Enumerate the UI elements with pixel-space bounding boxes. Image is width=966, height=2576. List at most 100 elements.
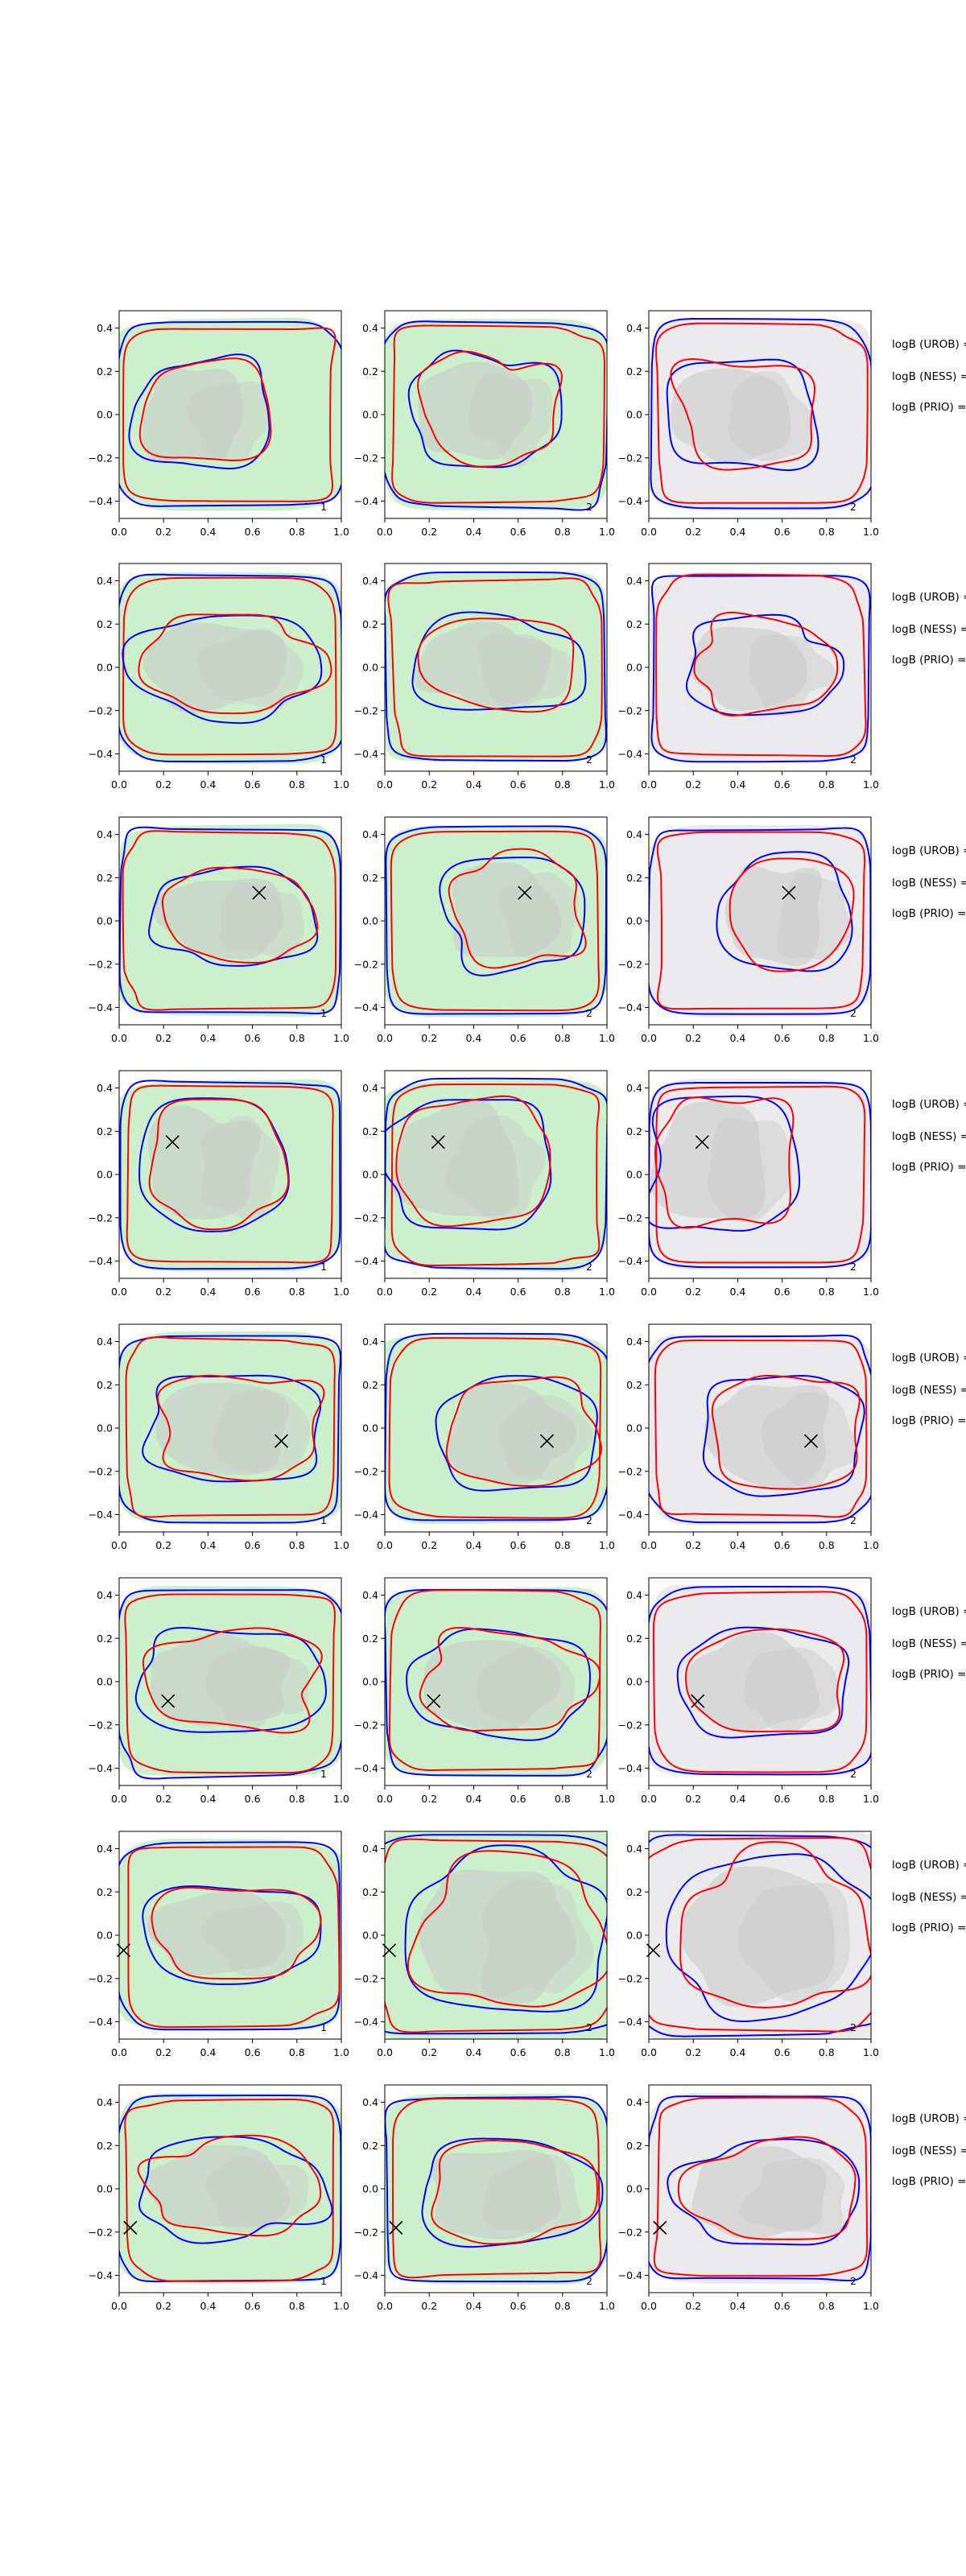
x-marker (653, 2220, 667, 2235)
blue-outer-contour (649, 827, 871, 1015)
x-tick-label: 0.2 (421, 1793, 437, 1805)
y-tick-label: 0.2 (362, 1886, 378, 1898)
panel-r6-c1: 0.0 0.2 0.4 0.6 0.8 1.0 0.4 0.2 0.0 −0.2 −0.4 1 (89, 1577, 349, 1805)
row-8-bayes-labels: logB (UROB) = logB (NESS) = logB (PRIO) = (892, 2112, 966, 2188)
x-tick-label: 0.2 (685, 1286, 701, 1298)
x-tick-label: 0.8 (289, 1539, 305, 1551)
red-outer-contour (127, 1846, 341, 2029)
red-outer-contour (388, 1589, 601, 1772)
red-inner-contour (711, 1374, 861, 1490)
y-tick-label: 0.4 (362, 828, 378, 840)
x-tick-label: 0.0 (641, 1539, 657, 1551)
y-tick-label: 0.4 (97, 575, 113, 587)
panel-corner-label: 2 (850, 501, 857, 513)
x-tick-label: 1.0 (333, 526, 349, 538)
y-tick-label: −0.4 (618, 495, 642, 507)
blue-inner-contour (148, 865, 319, 967)
blue-outer-contour (385, 320, 607, 511)
density-blob (737, 1882, 850, 2003)
y-tick-label: 0.2 (97, 1379, 113, 1391)
y-tick-label: 0.4 (97, 2096, 113, 2108)
density-blob (691, 2146, 827, 2240)
density-blob (671, 368, 791, 464)
red-inner-contour (138, 613, 332, 715)
panel-r7-c3: 0.0 0.2 0.4 0.6 0.8 1.0 0.4 0.2 0.0 −0.2 −0.4 2 (618, 1831, 879, 2058)
x-tick-label: 0.2 (685, 1793, 701, 1805)
x-tick-label: 0.6 (245, 1286, 261, 1298)
bayes-factor-label: logB (UROB) = (892, 591, 966, 604)
x-marker (782, 886, 796, 900)
y-tick-label: 0.2 (626, 1633, 642, 1645)
x-marker (539, 1434, 555, 1448)
density-blob (142, 622, 287, 714)
x-tick-label: 0.2 (421, 1539, 437, 1551)
y-tick-label: −0.2 (89, 1719, 113, 1731)
y-tick-label: −0.4 (354, 495, 378, 507)
x-marker (695, 1135, 709, 1150)
y-tick-label: 0.4 (626, 1589, 642, 1601)
blue-inner-contour (411, 611, 587, 711)
x-tick-label: 0.0 (377, 778, 393, 791)
x-tick-label: 0.2 (155, 2046, 171, 2058)
red-inner-contour (693, 611, 839, 716)
y-tick-label: −0.2 (89, 1465, 113, 1477)
x-tick-label: 0.0 (377, 1032, 393, 1044)
blue-inner-contour (122, 614, 323, 724)
blue-outer-contour (650, 575, 871, 763)
x-tick-label: 0.4 (200, 526, 216, 538)
x-marker (165, 1135, 180, 1150)
x-tick-label: 0.2 (685, 778, 701, 791)
y-tick-label: 0.2 (626, 618, 642, 630)
y-tick-label: 0.2 (97, 2140, 113, 2152)
panel-r6-c3: 0.0 0.2 0.4 0.6 0.8 1.0 0.4 0.2 0.0 −0.2 −0.4 2 (618, 1577, 879, 1805)
panel-r6-c2: 0.0 0.2 0.4 0.6 0.8 1.0 0.4 0.2 0.0 −0.2 −0.4 2 (354, 1577, 615, 1805)
blue-outer-contour (119, 320, 341, 507)
y-tick-label: 0.0 (626, 1930, 642, 1942)
density-blob (392, 1100, 520, 1217)
blue-inner-contour (716, 851, 853, 972)
y-tick-label: −0.4 (618, 748, 642, 760)
panel-r8-c3: 0.0 0.2 0.4 0.6 0.8 1.0 0.4 0.2 0.0 −0.2 −0.4 2 (618, 2084, 879, 2312)
y-tick-label: −0.2 (354, 1465, 378, 1477)
blue-outer-contour (385, 825, 607, 1015)
bayes-factor-label: logB (UROB) = (892, 2112, 966, 2125)
x-tick-label: 0.0 (641, 778, 657, 791)
x-tick-label: 0.6 (245, 1793, 261, 1805)
x-tick-label: 0.0 (111, 1539, 127, 1551)
red-outer-contour (654, 1339, 868, 1518)
y-tick-label: −0.4 (618, 1762, 642, 1774)
red-inner-contour (729, 857, 855, 972)
bayes-factor-label: logB (NESS) = (892, 1130, 966, 1143)
red-outer-contour (649, 1837, 871, 2033)
x-tick-label: 0.4 (200, 2300, 216, 2312)
density-blob (452, 862, 562, 957)
blue-inner-contour (702, 1374, 865, 1497)
density-blob (423, 1640, 561, 1732)
blue-inner-contour (676, 1626, 850, 1739)
y-tick-label: 0.4 (626, 1843, 642, 1855)
x-tick-label: 0.6 (510, 778, 526, 791)
x-tick-label: 0.4 (200, 1286, 216, 1298)
y-tick-label: 0.0 (97, 1422, 113, 1435)
x-tick-label: 0.2 (421, 1032, 437, 1044)
y-tick-label: 0.0 (97, 1930, 113, 1942)
x-tick-label: 1.0 (333, 1539, 349, 1551)
x-tick-label: 0.2 (685, 1539, 701, 1551)
panel-corner-label: 1 (320, 501, 327, 513)
x-tick-label: 0.4 (200, 1032, 216, 1044)
x-tick-label: 0.4 (465, 1793, 481, 1805)
blue-outer-contour (119, 1841, 341, 2031)
x-tick-label: 0.0 (641, 1793, 657, 1805)
bayes-factor-label: logB (UROB) = (892, 1098, 966, 1111)
y-tick-label: 0.2 (626, 365, 642, 378)
density-blob (708, 1118, 792, 1223)
blue-outer-contour (385, 1332, 607, 1521)
red-outer-contour (656, 831, 866, 1010)
y-tick-label: 0.0 (97, 1676, 113, 1688)
x-marker (123, 2220, 138, 2235)
density-blob (201, 1901, 304, 1977)
x-tick-label: 0.4 (465, 526, 481, 538)
density-blob (142, 366, 244, 462)
red-outer-contour (385, 1838, 607, 2033)
row-1-bayes-labels: logB (UROB) = logB (NESS) = logB (PRIO) = (892, 338, 966, 414)
